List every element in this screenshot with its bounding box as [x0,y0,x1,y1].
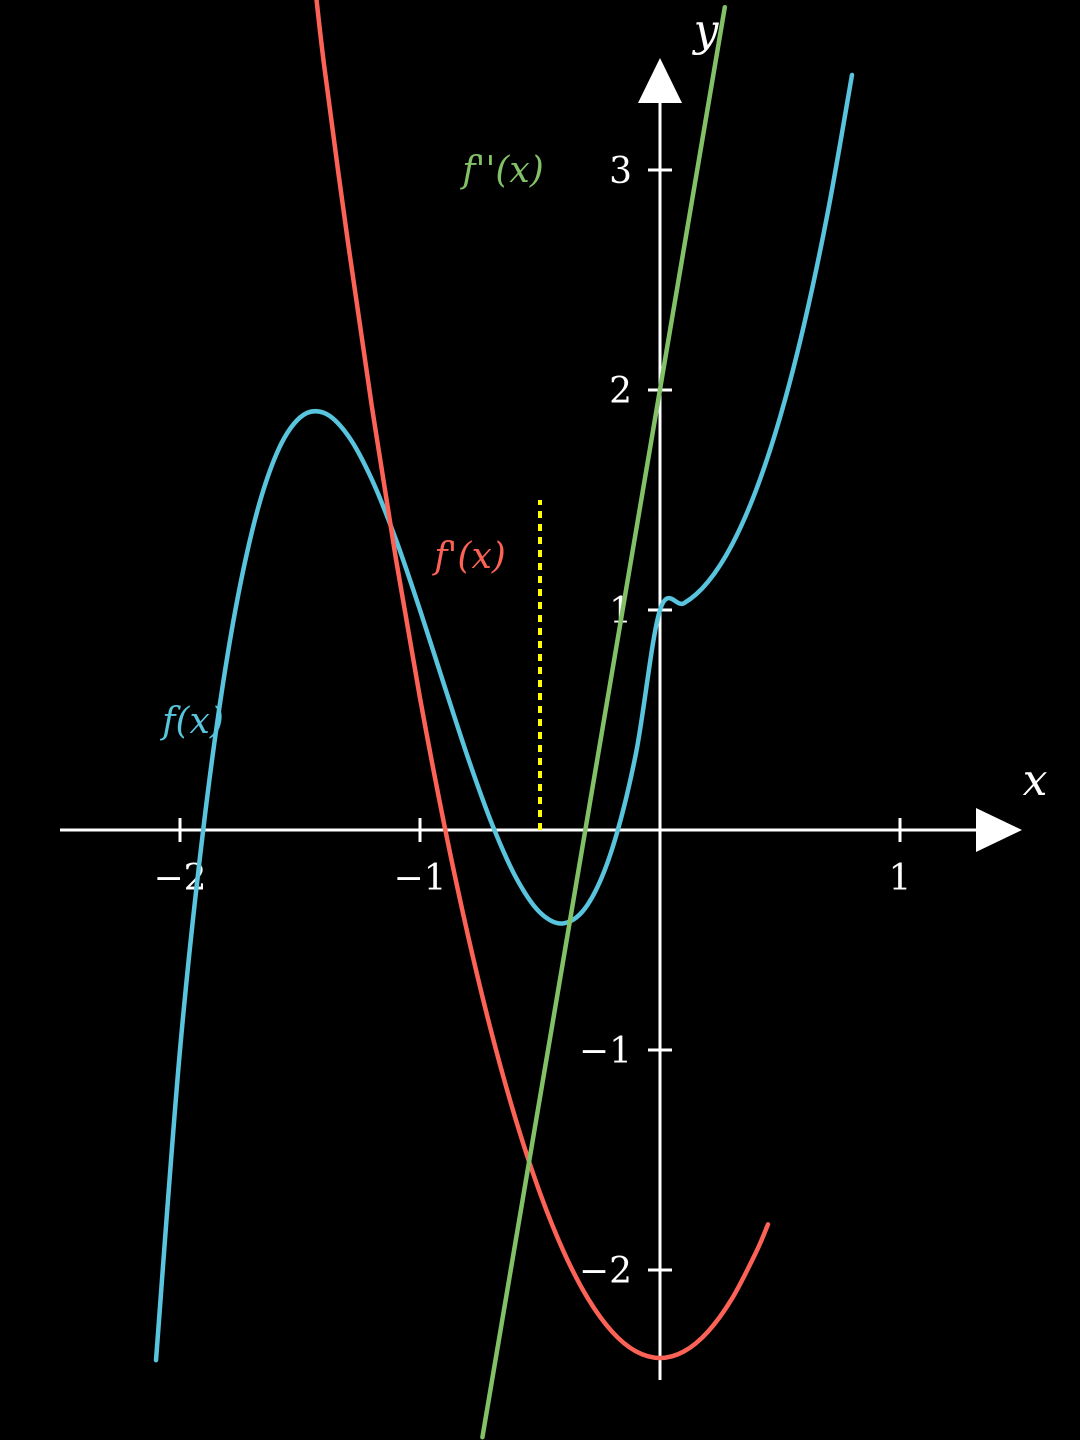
f-double-prime-curve [480,4,728,1440]
x-tick-label: 1 [889,858,912,899]
label-layer: x y f(x) f'(x) f''(x) [159,5,1047,806]
y-tick-label: −1 [579,1031,632,1072]
f-double-prime-label: f''(x) [459,150,544,191]
y-tick-label: −2 [579,1251,632,1292]
f-curve [153,72,855,1363]
f-prime-curve [314,0,771,1361]
f-label: f(x) [159,701,224,742]
y-tick-label: 2 [609,371,632,412]
series-layer [153,0,855,1440]
x-axis-label: x [1023,755,1048,806]
f-prime-label: f'(x) [431,536,506,577]
x-tick-label: −1 [393,858,446,899]
x-axis-arrow [976,808,1022,852]
y-tick-label: 3 [609,151,632,192]
y-axis-label: y [692,5,720,56]
y-axis-arrow [638,58,682,103]
